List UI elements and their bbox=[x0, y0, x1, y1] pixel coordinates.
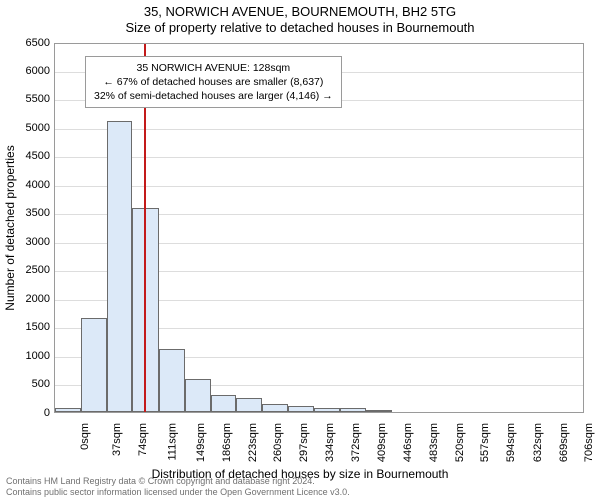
title-address: 35, NORWICH AVENUE, BOURNEMOUTH, BH2 5TG bbox=[0, 4, 600, 20]
chart-area: Number of detached properties 35 NORWICH… bbox=[54, 43, 584, 413]
histogram-bar bbox=[55, 408, 81, 411]
histogram-bar bbox=[81, 318, 107, 412]
x-tick-label: 594sqm bbox=[505, 423, 517, 462]
footer-line1: Contains HM Land Registry data © Crown c… bbox=[6, 476, 600, 487]
x-tick-label: 334sqm bbox=[324, 423, 336, 462]
x-tick-label: 223sqm bbox=[247, 423, 259, 462]
x-tick-label: 520sqm bbox=[454, 423, 466, 462]
anno-line2: ← 67% of detached houses are smaller (8,… bbox=[94, 75, 333, 89]
histogram-bar bbox=[236, 398, 262, 411]
chart-header: 35, NORWICH AVENUE, BOURNEMOUTH, BH2 5TG… bbox=[0, 0, 600, 37]
attribution-footer: Contains HM Land Registry data © Crown c… bbox=[0, 476, 600, 499]
histogram-bar bbox=[366, 410, 392, 412]
y-tick-label: 0 bbox=[10, 407, 50, 419]
gridline-h bbox=[55, 129, 583, 130]
x-tick-label: 446sqm bbox=[402, 423, 414, 462]
x-tick-label: 669sqm bbox=[558, 423, 570, 462]
y-tick-label: 5000 bbox=[10, 122, 50, 134]
histogram-bar bbox=[159, 349, 185, 412]
x-tick-label: 74sqm bbox=[137, 423, 149, 456]
y-tick-label: 1000 bbox=[10, 350, 50, 362]
marker-annotation-box: 35 NORWICH AVENUE: 128sqm ← 67% of detac… bbox=[85, 56, 342, 109]
x-tick-label: 372sqm bbox=[351, 423, 363, 462]
gridline-h bbox=[55, 186, 583, 187]
histogram-bar bbox=[340, 408, 366, 411]
y-tick-label: 1500 bbox=[10, 321, 50, 333]
anno-line3: 32% of semi-detached houses are larger (… bbox=[94, 89, 333, 103]
x-tick-label: 706sqm bbox=[583, 423, 595, 462]
histogram-bar bbox=[314, 408, 340, 412]
anno-line1: 35 NORWICH AVENUE: 128sqm bbox=[94, 61, 333, 75]
x-tick-label: 186sqm bbox=[221, 423, 233, 462]
histogram-bar bbox=[185, 379, 211, 412]
histogram-bar bbox=[262, 404, 288, 411]
y-tick-label: 2500 bbox=[10, 264, 50, 276]
y-tick-label: 3500 bbox=[10, 207, 50, 219]
x-tick-label: 37sqm bbox=[111, 423, 123, 456]
title-subtitle: Size of property relative to detached ho… bbox=[0, 20, 600, 36]
histogram-bar bbox=[288, 406, 315, 411]
x-tick-label: 0sqm bbox=[79, 423, 91, 450]
x-tick-label: 149sqm bbox=[195, 423, 207, 462]
footer-line2: Contains public sector information licen… bbox=[6, 487, 600, 498]
y-tick-label: 3000 bbox=[10, 236, 50, 248]
x-tick-label: 111sqm bbox=[167, 423, 179, 461]
y-tick-label: 4500 bbox=[10, 150, 50, 162]
plot-region: 35 NORWICH AVENUE: 128sqm ← 67% of detac… bbox=[54, 43, 584, 413]
x-tick-label: 260sqm bbox=[272, 423, 284, 462]
y-tick-label: 6000 bbox=[10, 65, 50, 77]
y-tick-label: 5500 bbox=[10, 93, 50, 105]
y-tick-label: 2000 bbox=[10, 293, 50, 305]
x-tick-label: 557sqm bbox=[480, 423, 492, 462]
x-tick-label: 409sqm bbox=[376, 423, 388, 462]
y-axis-label: Number of detached properties bbox=[3, 145, 17, 310]
x-tick-label: 632sqm bbox=[532, 423, 544, 462]
x-tick-label: 483sqm bbox=[428, 423, 440, 462]
gridline-h bbox=[55, 157, 583, 158]
y-tick-label: 6500 bbox=[10, 37, 50, 49]
x-tick-label: 297sqm bbox=[298, 423, 310, 462]
histogram-bar bbox=[107, 121, 133, 411]
histogram-bar bbox=[211, 395, 237, 412]
y-tick-label: 500 bbox=[10, 378, 50, 390]
y-tick-label: 4000 bbox=[10, 179, 50, 191]
